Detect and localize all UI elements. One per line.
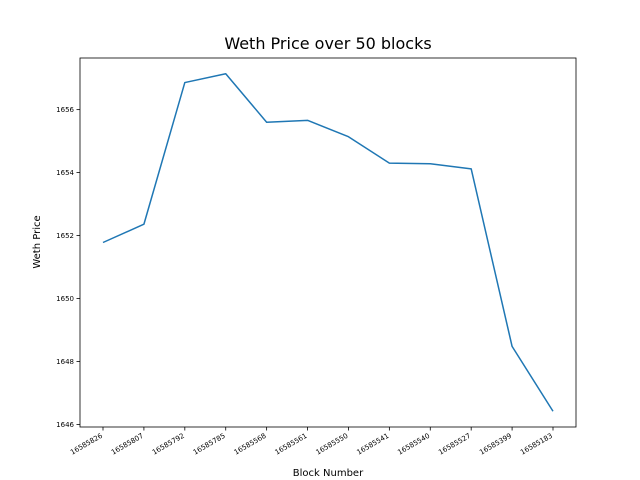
x-tick-label: 16585550 (315, 432, 350, 457)
x-tick-label: 16585826 (69, 432, 104, 457)
x-tick-label: 16585785 (192, 432, 227, 457)
y-tick-label: 1650 (56, 295, 74, 303)
x-tick-label: 16585183 (519, 432, 554, 457)
x-tick-label: 16585568 (233, 432, 268, 457)
x-axis: 16585826 16585807 16585792 16585785 16585568… (69, 427, 554, 457)
x-tick-label: 16585540 (396, 432, 431, 457)
y-tick-label: 1648 (56, 358, 74, 366)
x-tick-label: 16585807 (110, 432, 145, 457)
x-tick-label: 16585792 (151, 432, 186, 457)
x-tick-label: 16585561 (274, 432, 309, 457)
y-tick-label: 1656 (56, 106, 74, 114)
axes-frame (79, 57, 577, 428)
x-tick-label: 16585541 (355, 432, 390, 457)
plot-area (102, 72, 554, 412)
x-tick-label: 16585399 (478, 432, 513, 457)
x-axis-label: Block Number (293, 468, 364, 479)
x-tick-label: 16585527 (437, 432, 472, 457)
y-tick-label: 1646 (56, 421, 74, 429)
y-axis-label: Weth Price (32, 215, 43, 268)
y-axis: 1646 1648 1650 1652 1654 1656 (56, 106, 80, 429)
y-tick-label: 1654 (56, 169, 74, 177)
series-line-0 (102, 72, 554, 412)
y-tick-label: 1652 (56, 232, 74, 240)
chart-title: Weth Price over 50 blocks (224, 34, 431, 53)
